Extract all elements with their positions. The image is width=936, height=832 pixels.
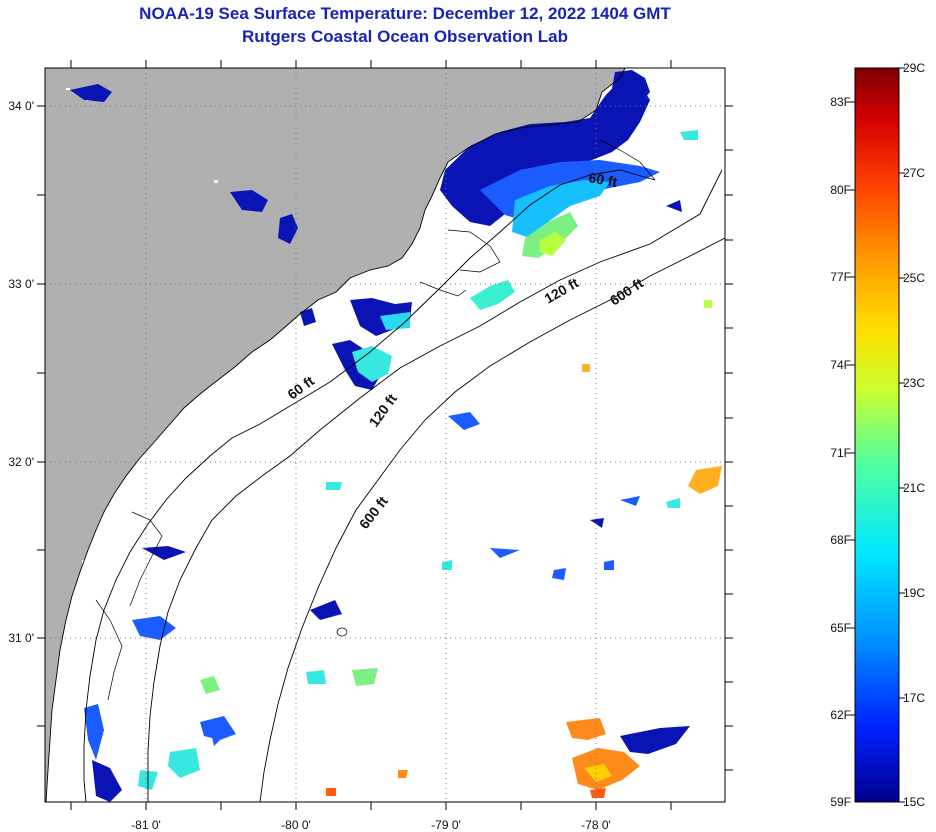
colorbar-f-label: 80F [830, 183, 851, 197]
colorbar-f-label: 68F [830, 533, 851, 547]
coastline [45, 68, 626, 802]
colorbar-f-label: 83F [830, 95, 851, 109]
colorbar-f-label: 59F [830, 795, 851, 809]
colorbar-f-label: 62F [830, 708, 851, 722]
bathymetry-contours [45, 68, 725, 802]
lat-label: 32 0' [8, 455, 34, 469]
map-subtitle: Rutgers Coastal Ocean Observation Lab [242, 27, 568, 46]
contour-120ft [147, 169, 723, 802]
lon-label: -80 0' [281, 818, 311, 832]
lat-label: 31 0' [8, 631, 34, 645]
colorbar-f-label: 74F [830, 358, 851, 372]
lat-label: 34 0' [8, 99, 34, 113]
colorbar-c-label: 17C [903, 691, 925, 705]
contour-600ft [259, 237, 725, 802]
colorbar-c-label: 21C [903, 481, 925, 495]
colorbar [854, 67, 900, 803]
colorbar-f-label: 71F [830, 446, 851, 460]
lon-label: -81 0' [131, 818, 161, 832]
colorbar-f-label: 77F [830, 270, 851, 284]
sst-data-layer [70, 70, 722, 802]
colorbar-c-label: 23C [903, 376, 925, 390]
lon-label: -79 0' [431, 818, 461, 832]
contour-60ft [83, 169, 656, 802]
land-mass [45, 68, 625, 802]
colorbar-c-label: 27C [903, 166, 925, 180]
map-frame [44, 67, 726, 803]
colorbar-ticks [847, 67, 905, 803]
contour-label: 60 ft [587, 169, 618, 190]
estuary-lines [95, 139, 656, 701]
colorbar-c-label: 25C [903, 271, 925, 285]
map-title: NOAA-19 Sea Surface Temperature: Decembe… [139, 4, 671, 23]
colorbar-c-label: 15C [903, 795, 925, 809]
lon-label: -78 0' [581, 818, 611, 832]
graticule [45, 68, 725, 802]
colorbar-c-label: 29C [903, 61, 925, 75]
lat-label: 33 0' [8, 277, 34, 291]
colorbar-c-label: 19C [903, 586, 925, 600]
axis-ticks [37, 60, 733, 810]
colorbar-f-label: 65F [830, 621, 851, 635]
